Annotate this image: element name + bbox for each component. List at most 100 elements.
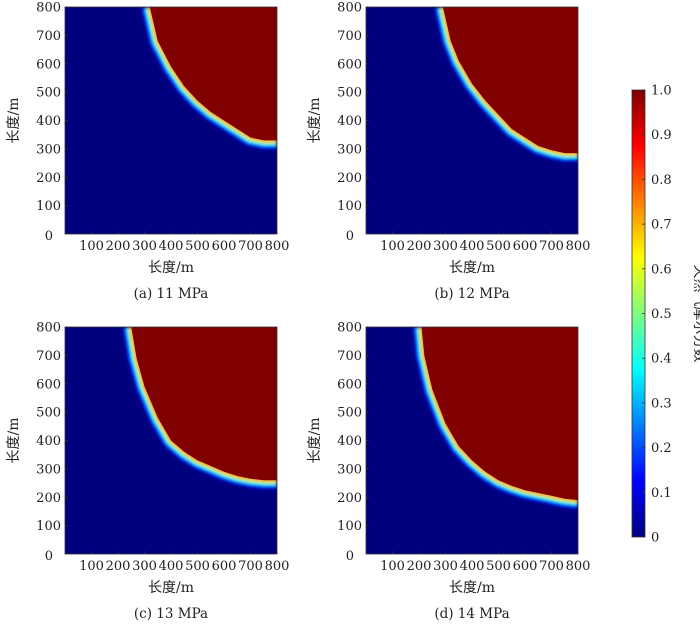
y-tick-label: 200 [36, 171, 61, 186]
x-tick-label: 600 [212, 239, 237, 254]
colorbar-tick-label: 0.2 [651, 441, 672, 456]
y-tick-label: 400 [337, 114, 362, 129]
colorbar-tick-label: 0.8 [651, 173, 672, 188]
y-tick-label: 700 [337, 349, 362, 364]
y-tick-label: 300 [36, 462, 61, 477]
y-tick-label: 500 [337, 406, 362, 421]
y-tick-label: 600 [337, 57, 362, 72]
y-axis-label: 长度/m [307, 418, 323, 464]
y-axis-label: 长度/m [307, 98, 323, 144]
front-group [122, 327, 277, 489]
x-tick-label: 100 [79, 239, 104, 254]
x-tick-label: 200 [106, 239, 131, 254]
y-tick-label: 600 [36, 377, 61, 392]
y-tick-label: 600 [337, 377, 362, 392]
colorbar-label: 天然气摩尔分数 [691, 265, 700, 363]
colorbar-tick-label: 0.4 [651, 352, 672, 367]
x-tick-label: 100 [380, 239, 405, 254]
gas-region-high-fraction [421, 327, 578, 501]
x-tick-label: 600 [513, 239, 538, 254]
origin-label: 0 [45, 229, 53, 244]
y-tick-label: 100 [337, 519, 362, 534]
y-tick-label: 500 [36, 86, 61, 101]
y-tick-label: 200 [36, 491, 61, 506]
x-tick-label: 200 [407, 239, 432, 254]
y-tick-label: 800 [337, 321, 362, 336]
gas-region-high-fraction [131, 327, 277, 481]
y-tick-label: 200 [337, 491, 362, 506]
x-tick-label: 600 [212, 559, 237, 574]
colorbar-tick-label: 0.5 [651, 307, 672, 322]
front-group [141, 7, 277, 149]
y-tick-label: 300 [36, 142, 61, 157]
colorbar-tick-label: 0.6 [651, 262, 672, 277]
x-tick-label: 400 [159, 239, 184, 254]
y-tick-label: 300 [337, 462, 362, 477]
y-tick-label: 700 [36, 29, 61, 44]
x-tick-label: 500 [486, 239, 511, 254]
front-group [413, 327, 578, 509]
x-tick-label: 400 [159, 559, 184, 574]
x-tick-label: 500 [185, 559, 210, 574]
y-tick-label: 500 [337, 86, 362, 101]
x-tick-label: 300 [132, 239, 157, 254]
x-tick-label: 400 [460, 559, 485, 574]
colorbar-tick-label: 0.7 [651, 218, 672, 233]
x-axis-label: 长度/m [148, 260, 194, 276]
y-tick-label: 400 [36, 434, 61, 449]
x-tick-label: 700 [238, 559, 263, 574]
panel-0: 100 200 300 400 500 600 700 8001002003004005006… [6, 1, 289, 303]
y-tick-label: 100 [36, 199, 61, 214]
panel-caption: (d) 14 MPa [434, 606, 509, 622]
y-tick-label: 800 [337, 1, 362, 16]
y-tick-label: 600 [36, 57, 61, 72]
x-tick-label: 200 [106, 559, 131, 574]
x-axis-label: 长度/m [148, 580, 194, 596]
x-tick-label: 700 [238, 239, 263, 254]
y-tick-label: 500 [36, 406, 61, 421]
colorbar-tick-label: 0.9 [651, 128, 672, 143]
y-tick-label: 400 [337, 434, 362, 449]
gas-region-high-fraction [442, 7, 578, 154]
panel-caption: (c) 13 MPa [134, 606, 208, 622]
colorbar-tick-label: 0 [651, 531, 659, 546]
origin-label: 0 [45, 549, 53, 564]
x-tick-label: 200 [407, 559, 432, 574]
x-tick-label: 800 [566, 239, 591, 254]
x-tick-label: 700 [539, 239, 564, 254]
colorbar-tick-label: 0.1 [651, 486, 672, 501]
panel-1: 100 200 300 400 500 600 700 8001002003004005006… [307, 1, 590, 303]
y-tick-label: 800 [36, 321, 61, 336]
x-axis-label: 长度/m [449, 580, 495, 596]
y-tick-label: 700 [337, 29, 362, 44]
colorbar: 0 0.1 0.2 0.3 0.4 0.5 0.6 0.7 0.8 0.9 1.0 天然气摩尔分数 [631, 84, 700, 546]
origin-label: 0 [346, 549, 354, 564]
x-tick-label: 500 [185, 239, 210, 254]
y-tick-label: 700 [36, 349, 61, 364]
y-tick-label: 100 [337, 199, 362, 214]
y-tick-label: 800 [36, 1, 61, 16]
x-tick-label: 100 [79, 559, 104, 574]
y-tick-label: 200 [337, 171, 362, 186]
colorbar-tick-label: 1.0 [651, 84, 672, 99]
x-tick-label: 300 [433, 559, 458, 574]
origin-label: 0 [346, 229, 354, 244]
panel-3: 100 200 300 400 500 600 700 8001002003004005006… [307, 321, 590, 623]
x-axis-label: 长度/m [449, 260, 495, 276]
gas-region-high-fraction [149, 7, 277, 141]
y-axis-label: 长度/m [6, 418, 22, 464]
y-tick-label: 100 [36, 519, 61, 534]
y-tick-label: 400 [36, 114, 61, 129]
x-tick-label: 400 [460, 239, 485, 254]
front-group [434, 7, 578, 162]
panel-2: 100 200 300 400 500 600 700 8001002003004005006… [6, 321, 289, 623]
x-tick-label: 700 [539, 559, 564, 574]
x-tick-label: 300 [132, 559, 157, 574]
x-tick-label: 100 [380, 559, 405, 574]
x-tick-label: 800 [265, 239, 290, 254]
x-tick-label: 500 [486, 559, 511, 574]
y-axis-label: 长度/m [6, 98, 22, 144]
x-tick-label: 600 [513, 559, 538, 574]
